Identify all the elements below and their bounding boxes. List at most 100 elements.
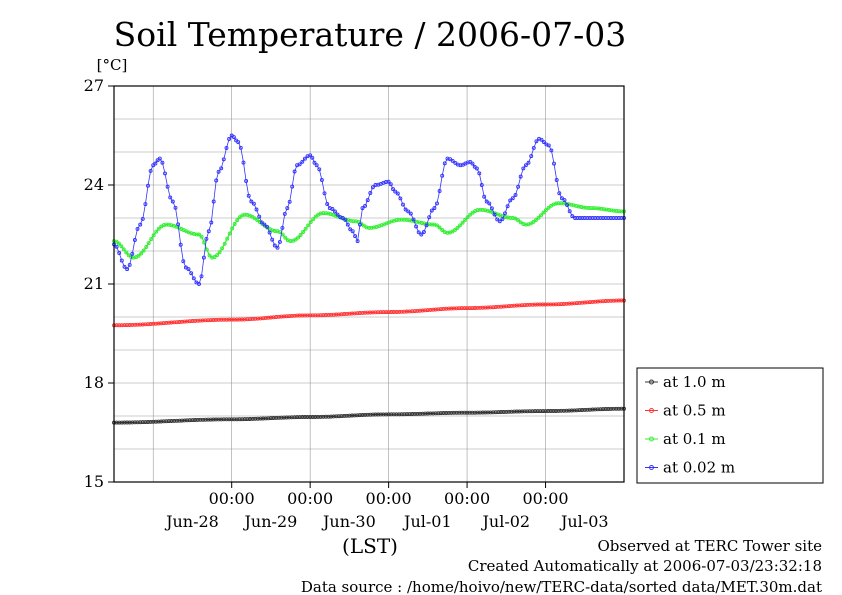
legend-label: at 1.0 m	[663, 373, 726, 391]
data-point	[144, 245, 149, 249]
data-point	[480, 207, 485, 212]
data-point	[127, 262, 132, 267]
legend-swatch-marker	[649, 379, 654, 385]
data-point	[191, 276, 196, 281]
y-tick-label: 24	[84, 175, 104, 194]
data-point	[453, 160, 458, 165]
data-point	[311, 217, 316, 222]
data-point	[186, 267, 191, 272]
data-point	[124, 250, 129, 255]
x-tick-date: Jun-30	[321, 512, 376, 531]
data-point	[484, 199, 489, 204]
data-point	[238, 145, 243, 150]
data-point	[310, 155, 315, 160]
x-tick-date: Jun-28	[164, 512, 219, 531]
data-point	[406, 209, 411, 214]
data-point	[399, 217, 404, 222]
data-point	[367, 225, 371, 230]
data-point	[321, 211, 326, 216]
data-point	[255, 218, 260, 222]
data-point	[140, 216, 145, 221]
data-point	[521, 166, 526, 171]
series-2	[112, 201, 626, 260]
y-axis-unit: [°C]	[97, 56, 128, 74]
data-point	[401, 202, 405, 207]
data-point	[246, 193, 251, 198]
data-point	[163, 171, 167, 176]
x-tick-time: 00:00	[444, 489, 490, 508]
data-point	[573, 216, 577, 220]
data-point	[531, 219, 536, 224]
data-point	[534, 139, 539, 144]
data-point	[368, 191, 373, 195]
series-1	[112, 298, 626, 328]
data-point	[220, 246, 225, 251]
data-point	[251, 201, 256, 206]
data-point	[544, 208, 548, 213]
data-point	[427, 215, 432, 220]
data-point	[440, 228, 445, 232]
y-tick-label: 21	[84, 274, 104, 293]
data-point	[283, 235, 288, 240]
data-point	[221, 157, 226, 162]
data-point	[348, 227, 353, 232]
data-point	[262, 222, 267, 227]
data-point	[505, 204, 510, 209]
data-point	[474, 166, 479, 171]
y-tick-label: 18	[84, 373, 104, 392]
data-point	[531, 145, 536, 150]
data-point	[237, 215, 242, 220]
data-point	[365, 198, 370, 203]
data-point	[298, 233, 303, 237]
data-point	[211, 199, 216, 204]
data-point	[369, 225, 374, 230]
data-point	[219, 166, 224, 171]
data-point	[419, 232, 424, 237]
data-point	[510, 196, 515, 201]
data-point	[178, 242, 183, 247]
legend-item: at 0.5 m	[645, 402, 726, 420]
data-point	[317, 167, 322, 172]
data-point	[164, 222, 169, 227]
data-point	[523, 222, 528, 227]
data-point	[492, 212, 497, 217]
data-point	[589, 206, 594, 211]
legend-box	[636, 367, 824, 484]
data-point	[275, 245, 280, 250]
data-point	[340, 216, 345, 220]
data-point	[176, 222, 181, 227]
data-point	[301, 230, 306, 234]
data-point	[116, 241, 121, 246]
data-point	[429, 208, 434, 213]
data-point	[559, 201, 564, 206]
data-point	[482, 194, 487, 199]
data-point	[534, 218, 538, 222]
data-point	[227, 231, 232, 236]
data-point	[554, 178, 559, 182]
data-point	[516, 218, 521, 223]
data-point	[330, 207, 335, 211]
data-point	[432, 206, 437, 211]
data-point	[549, 148, 554, 153]
data-point	[130, 251, 135, 256]
data-point	[136, 253, 141, 258]
data-point	[508, 215, 513, 220]
data-point	[414, 224, 419, 229]
data-point	[267, 230, 272, 235]
data-point	[308, 220, 313, 225]
data-point	[227, 137, 232, 141]
data-point	[297, 162, 302, 167]
data-point	[403, 207, 408, 212]
data-point	[308, 153, 313, 158]
data-point	[495, 217, 500, 222]
data-point	[386, 179, 391, 184]
data-point	[293, 237, 298, 242]
data-point	[577, 216, 582, 220]
data-point	[429, 222, 434, 227]
data-point	[224, 146, 229, 150]
data-point	[242, 212, 247, 217]
data-point	[440, 173, 445, 178]
legend-label: at 0.02 m	[663, 459, 735, 477]
footer-observed: Observed at TERC Tower site	[597, 537, 822, 555]
data-point	[584, 205, 589, 210]
